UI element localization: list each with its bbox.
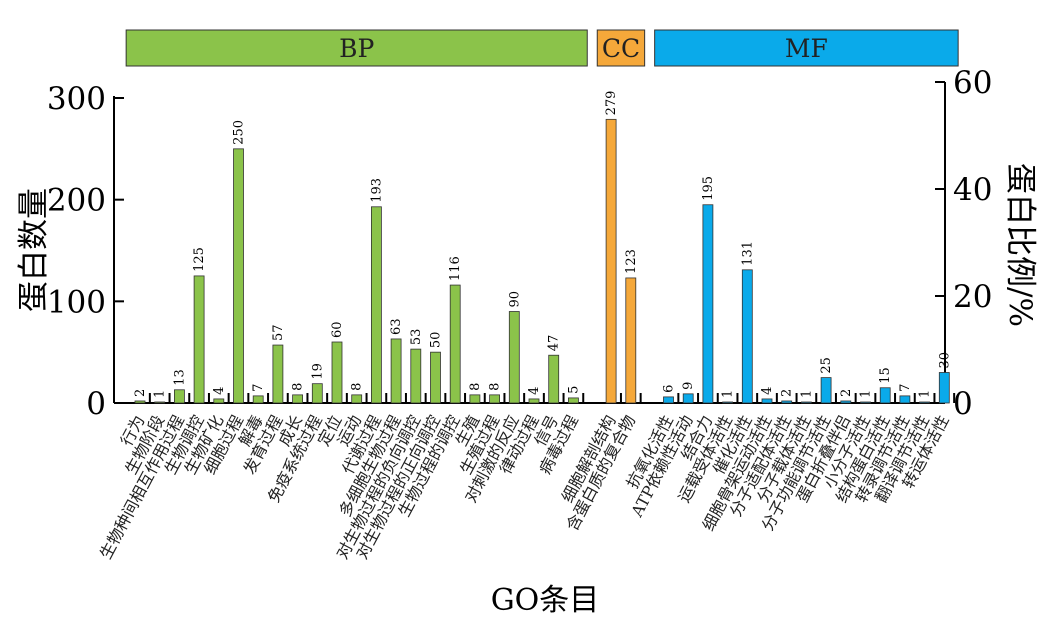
bar-value-label: 131 xyxy=(740,241,755,266)
bar xyxy=(390,338,402,404)
bar xyxy=(528,398,540,404)
group-band-cc xyxy=(596,29,646,67)
bar-value-label: 279 xyxy=(604,91,619,116)
bar xyxy=(722,401,733,404)
bar-value-label: 4 xyxy=(527,387,542,395)
bar xyxy=(741,269,753,404)
bar-value-label: 8 xyxy=(291,383,306,391)
bar-value-label: 63 xyxy=(389,318,404,335)
bar xyxy=(154,401,166,404)
y-right-tick-label: 20 xyxy=(953,279,992,315)
bar xyxy=(173,389,185,404)
bar xyxy=(213,398,225,404)
bar-value-label: 19 xyxy=(310,363,325,380)
bar xyxy=(410,348,422,404)
bar-value-label: 9 xyxy=(681,382,696,390)
bar xyxy=(801,401,812,404)
y-right-tick-label: 60 xyxy=(953,65,992,101)
bar xyxy=(548,354,560,404)
bar-value-label: 47 xyxy=(547,335,562,352)
bar-value-label: 7 xyxy=(251,384,266,392)
y-left-tick-label: 0 xyxy=(86,386,106,422)
bar-value-label: 30 xyxy=(937,352,952,369)
bar-value-label: 7 xyxy=(898,384,913,392)
bar-value-label: 2 xyxy=(133,389,148,397)
bar xyxy=(351,394,363,404)
y-right-tick-label: 40 xyxy=(953,172,992,208)
bar xyxy=(331,341,343,404)
bar xyxy=(860,401,871,404)
bar xyxy=(702,204,714,404)
bar xyxy=(682,393,694,404)
bar-value-label: 2 xyxy=(780,389,795,397)
bar-value-label: 4 xyxy=(212,387,227,395)
bar-value-label: 123 xyxy=(624,249,639,274)
bar xyxy=(938,372,950,404)
bar xyxy=(489,394,501,404)
bar xyxy=(449,284,461,404)
bar xyxy=(781,400,793,404)
bar-value-label: 60 xyxy=(330,321,345,338)
bar-value-label: 13 xyxy=(172,369,187,386)
bar-value-label: 125 xyxy=(192,247,207,272)
bar xyxy=(625,277,637,404)
bar xyxy=(134,400,146,404)
bar xyxy=(370,206,382,404)
bar-value-label: 250 xyxy=(232,120,247,145)
bar-value-label: 1 xyxy=(721,390,736,398)
y-left-tick-label: 200 xyxy=(47,183,106,219)
bar xyxy=(879,387,891,404)
y-left-title: 蛋白数量 xyxy=(16,188,52,312)
bar xyxy=(292,394,304,404)
bar-value-label: 2 xyxy=(839,389,854,397)
bar xyxy=(508,311,520,404)
bar-value-label: 1 xyxy=(859,390,874,398)
bar-value-label: 116 xyxy=(448,256,463,281)
bar xyxy=(605,118,617,404)
bar-value-label: 90 xyxy=(507,291,522,308)
y-left-tick-label: 100 xyxy=(47,284,106,320)
group-band-bp xyxy=(125,29,588,67)
bar-value-label: 8 xyxy=(468,383,483,391)
bar-value-label: 8 xyxy=(488,383,503,391)
bar xyxy=(840,400,852,404)
bar-value-label: 53 xyxy=(409,329,424,346)
bar-value-label: 4 xyxy=(760,387,775,395)
group-label-mf: MF xyxy=(785,34,828,63)
bar-value-label: 1 xyxy=(799,390,814,398)
bar xyxy=(899,395,911,404)
group-label-cc: CC xyxy=(602,34,640,63)
bar xyxy=(272,344,284,404)
x-title: GO条目 xyxy=(491,583,600,618)
bar xyxy=(430,351,441,404)
bar xyxy=(568,397,579,404)
bar xyxy=(193,275,205,404)
y-left-tick-label: 300 xyxy=(47,81,106,117)
bar-value-label: 5 xyxy=(566,386,581,394)
bar xyxy=(919,401,930,404)
bar-value-label: 57 xyxy=(271,325,286,342)
bar xyxy=(469,394,481,404)
y-right-tick-label: 0 xyxy=(953,386,973,422)
bar-value-label: 195 xyxy=(701,176,716,201)
bar xyxy=(820,377,832,404)
bar xyxy=(252,395,264,404)
bar-value-label: 1 xyxy=(153,390,168,398)
bar xyxy=(311,383,323,404)
y-right-title: 蛋白比例/% xyxy=(1002,163,1038,327)
bar-value-label: 50 xyxy=(429,332,444,349)
bar xyxy=(233,148,244,404)
bar xyxy=(663,396,674,404)
bar-value-label: 193 xyxy=(369,178,384,203)
bar xyxy=(761,398,773,404)
group-label-bp: BP xyxy=(339,34,374,63)
bar-value-label: 6 xyxy=(662,385,677,393)
group-band-mf xyxy=(654,29,959,67)
bar-value-label: 8 xyxy=(350,383,365,391)
bar-value-label: 25 xyxy=(819,357,834,374)
bar-value-label: 1 xyxy=(918,390,933,398)
bar-value-label: 15 xyxy=(878,367,893,384)
